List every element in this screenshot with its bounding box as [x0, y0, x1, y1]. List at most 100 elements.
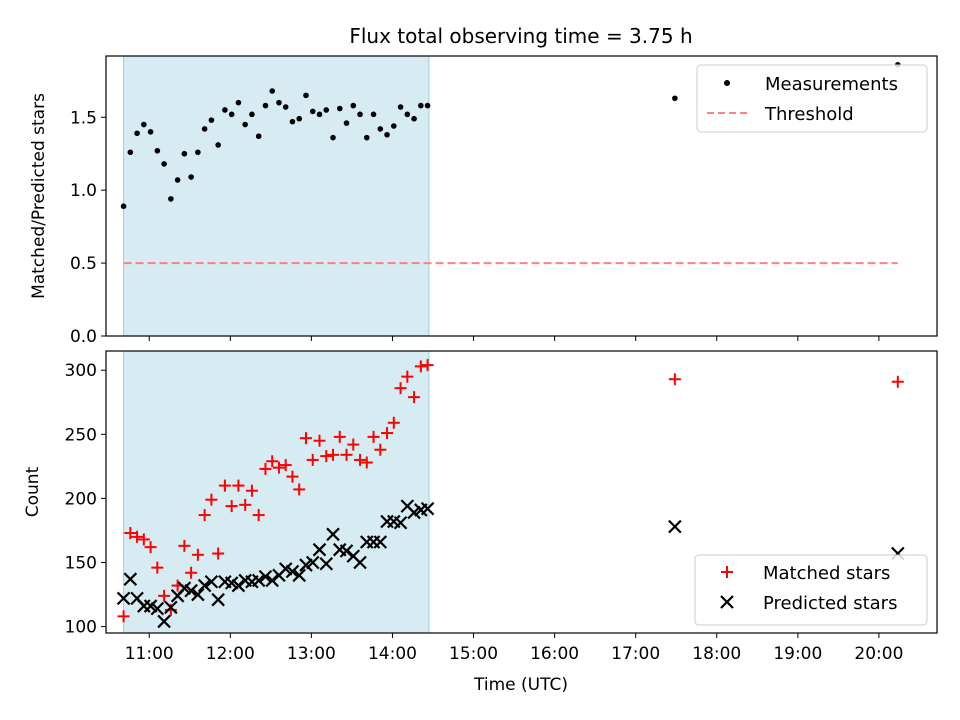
bottom-y-tick-label: 300	[65, 361, 97, 381]
predicted-stars-point-b	[326, 527, 340, 542]
matched-stars-point	[320, 450, 333, 463]
predicted-stars-point	[292, 568, 307, 583]
predicted-stars-point-b	[218, 574, 232, 589]
predicted-stars-point-b	[292, 568, 307, 583]
matched-stars-point	[293, 483, 306, 496]
predicted-stars-point-b	[258, 569, 273, 584]
measurement-point	[336, 105, 343, 112]
predicted-stars-point	[197, 578, 212, 593]
predicted-stars-point	[150, 601, 165, 616]
matched-stars-point	[272, 461, 285, 474]
top-axes-frame	[105, 55, 938, 337]
predicted-stars-point	[285, 564, 300, 579]
predicted-stars-point	[184, 583, 198, 598]
measurement-point	[323, 107, 330, 113]
matched-stars-point	[313, 434, 326, 447]
matched-stars-point	[225, 500, 238, 513]
measurement-point	[215, 142, 221, 148]
predicted-stars-point-b	[177, 581, 192, 595]
measurement-point	[303, 92, 309, 99]
matched-stars-point	[333, 430, 346, 443]
bottom-x-axis: 11:00 12:00 13:00 14:00 15:00 16:00 17:00 18:00…	[125, 633, 903, 664]
bottom-y-axis: 100 150 200 250 300	[65, 361, 106, 638]
matched-stars-point	[131, 530, 144, 543]
predicted-stars-point	[211, 592, 225, 607]
measurement-point	[269, 88, 276, 94]
predicted-stars-point	[305, 555, 320, 570]
bottom-legend: Matched stars Predicted stars	[694, 554, 928, 626]
predicted-stars-point	[164, 600, 178, 615]
predicted-stars-point-b	[346, 549, 361, 563]
predicted-stars-point	[191, 587, 205, 602]
chart-title: Flux total observing time = 3.75 h	[349, 24, 692, 48]
matched-stars-point	[198, 509, 211, 522]
measurement-point	[255, 133, 262, 140]
predicted-stars-point-b	[312, 542, 327, 557]
matched-stars-point	[239, 498, 252, 511]
measurement-point	[147, 129, 154, 135]
matched-stars-point	[137, 533, 150, 546]
predicted-stars-point-b	[164, 600, 178, 615]
matched-stars-point	[340, 448, 353, 461]
matched-stars-point	[158, 589, 171, 602]
bottom-y-axis-label: Count	[23, 466, 43, 517]
matched-stars-point	[891, 375, 904, 388]
bottom-y-tick-label: 200	[65, 489, 97, 509]
predicted-stars-point-b	[332, 542, 347, 557]
predicted-stars-point-b	[668, 519, 682, 534]
matched-stars-point	[360, 456, 373, 469]
bottom-y-tick-label: 250	[65, 425, 97, 445]
measurement-point	[154, 147, 161, 154]
measurement-point	[370, 111, 377, 118]
predicted-stars-point-b	[265, 573, 279, 588]
predicted-stars-point	[265, 573, 279, 588]
matched-stars-point	[185, 566, 198, 579]
legend-measurements-label: Measurements	[765, 74, 898, 95]
measurement-point	[282, 104, 289, 110]
matched-stars-point	[117, 610, 130, 623]
predicted-stars-point	[123, 572, 138, 586]
predicted-stars-point	[319, 557, 334, 571]
predicted-stars-point-b	[143, 599, 158, 613]
measurement-point	[363, 134, 370, 141]
bottom-x-tick-label: 19:00	[773, 644, 822, 664]
predicted-stars-point-b	[197, 578, 212, 593]
top-y-tick-label: 1.5	[70, 108, 97, 128]
predicted-stars-point	[339, 544, 354, 558]
measurement-point	[235, 99, 242, 106]
top-shaded-span	[123, 55, 430, 337]
matched-stars-point	[408, 391, 421, 404]
predicted-stars-point-b	[191, 587, 205, 602]
measurement-point	[127, 149, 134, 156]
predicted-stars-point	[420, 501, 435, 516]
measurement-point	[120, 203, 127, 210]
measurement-point	[350, 102, 357, 109]
bottom-x-tick-label: 17:00	[611, 644, 660, 664]
top-plot-area	[120, 61, 901, 265]
bottom-x-tick-label: 15:00	[449, 644, 498, 664]
bottom-x-tick-label: 16:00	[530, 644, 579, 664]
legend-threshold-label: Threshold	[764, 104, 854, 125]
measurement-point	[289, 118, 296, 125]
measurement-point	[201, 126, 208, 132]
x-axis-label: Time (UTC)	[473, 675, 568, 695]
matched-stars-point	[252, 509, 265, 522]
matched-stars-point	[374, 443, 387, 456]
predicted-stars-point	[668, 519, 682, 534]
predicted-stars-point	[393, 515, 408, 530]
top-y-axis: 0.0 0.5 1.0 1.5	[70, 108, 106, 347]
predicted-stars-point-b	[157, 614, 171, 629]
bottom-x-tick-label: 11:00	[125, 644, 174, 664]
top-y-tick-label: 1.0	[70, 181, 97, 201]
predicted-stars-point	[251, 573, 266, 588]
predicted-stars-point-b	[238, 573, 252, 588]
predicted-stars-point-b	[251, 573, 266, 588]
bottom-axes-frame	[105, 350, 938, 634]
matched-stars-point	[178, 539, 191, 552]
predicted-stars-point	[157, 614, 171, 629]
predicted-stars-point-b	[130, 591, 144, 606]
matched-stars-point	[151, 561, 164, 574]
matched-stars-point	[327, 448, 340, 461]
measurement-point	[391, 123, 397, 129]
